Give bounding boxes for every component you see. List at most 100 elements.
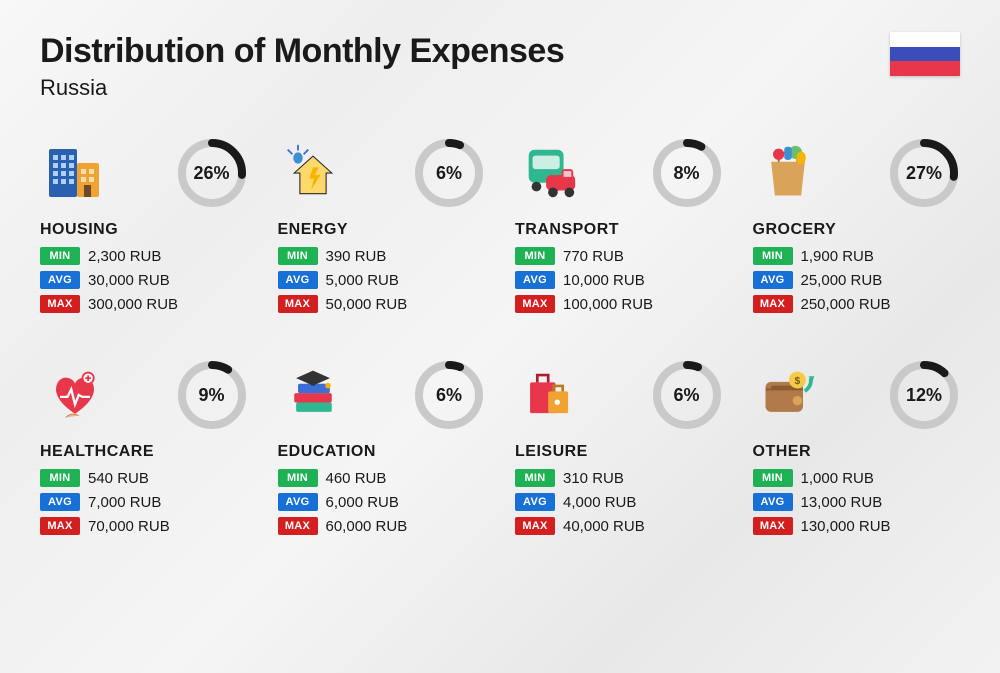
badge-min: MIN bbox=[278, 247, 318, 265]
val-min-grocery: 1,900 RUB bbox=[801, 248, 874, 265]
header-text: Distribution of Monthly Expenses Russia bbox=[40, 32, 564, 101]
card-grocery: 27% GROCERY MIN 1,900 RUB AVG 25,000 RUB… bbox=[753, 137, 961, 319]
card-other: $ 12% OTHER MIN 1,000 RUB AVG 13,000 RUB… bbox=[753, 359, 961, 541]
val-min-other: 1,000 RUB bbox=[801, 470, 874, 487]
donut-percent-education: 6% bbox=[413, 359, 485, 431]
stat-min-education: MIN 460 RUB bbox=[278, 469, 486, 487]
badge-avg: AVG bbox=[515, 493, 555, 511]
badge-max: MAX bbox=[515, 517, 555, 535]
donut-percent-grocery: 27% bbox=[888, 137, 960, 209]
card-leisure: 6% LEISURE MIN 310 RUB AVG 4,000 RUB MAX… bbox=[515, 359, 723, 541]
page-title: Distribution of Monthly Expenses bbox=[40, 32, 564, 71]
badge-max: MAX bbox=[278, 295, 318, 313]
badge-max: MAX bbox=[753, 295, 793, 313]
badge-max: MAX bbox=[753, 517, 793, 535]
flag-stripe-1 bbox=[890, 32, 960, 47]
donut-percent-housing: 26% bbox=[176, 137, 248, 209]
val-max-transport: 100,000 RUB bbox=[563, 296, 653, 313]
val-max-housing: 300,000 RUB bbox=[88, 296, 178, 313]
badge-avg: AVG bbox=[753, 271, 793, 289]
category-title-transport: TRANSPORT bbox=[515, 221, 723, 239]
val-avg-energy: 5,000 RUB bbox=[326, 272, 399, 289]
val-avg-education: 6,000 RUB bbox=[326, 494, 399, 511]
val-min-education: 460 RUB bbox=[326, 470, 387, 487]
val-max-healthcare: 70,000 RUB bbox=[88, 518, 170, 535]
donut-percent-other: 12% bbox=[888, 359, 960, 431]
stat-avg-other: AVG 13,000 RUB bbox=[753, 493, 961, 511]
stat-max-healthcare: MAX 70,000 RUB bbox=[40, 517, 248, 535]
donut-healthcare: 9% bbox=[176, 359, 248, 431]
category-title-healthcare: HEALTHCARE bbox=[40, 443, 248, 461]
leisure-icon bbox=[515, 360, 585, 430]
category-title-leisure: LEISURE bbox=[515, 443, 723, 461]
header: Distribution of Monthly Expenses Russia bbox=[40, 32, 960, 101]
val-min-energy: 390 RUB bbox=[326, 248, 387, 265]
stat-min-transport: MIN 770 RUB bbox=[515, 247, 723, 265]
category-title-other: OTHER bbox=[753, 443, 961, 461]
val-min-housing: 2,300 RUB bbox=[88, 248, 161, 265]
transport-icon bbox=[515, 138, 585, 208]
svg-text:$: $ bbox=[794, 376, 800, 387]
val-max-grocery: 250,000 RUB bbox=[801, 296, 891, 313]
stat-avg-grocery: AVG 25,000 RUB bbox=[753, 271, 961, 289]
donut-percent-leisure: 6% bbox=[651, 359, 723, 431]
stat-min-healthcare: MIN 540 RUB bbox=[40, 469, 248, 487]
badge-min: MIN bbox=[515, 469, 555, 487]
val-min-leisure: 310 RUB bbox=[563, 470, 624, 487]
badge-avg: AVG bbox=[515, 271, 555, 289]
badge-max: MAX bbox=[515, 295, 555, 313]
stat-max-housing: MAX 300,000 RUB bbox=[40, 295, 248, 313]
stat-avg-housing: AVG 30,000 RUB bbox=[40, 271, 248, 289]
val-avg-housing: 30,000 RUB bbox=[88, 272, 170, 289]
donut-percent-healthcare: 9% bbox=[176, 359, 248, 431]
flag-stripe-3 bbox=[890, 61, 960, 76]
val-max-energy: 50,000 RUB bbox=[326, 296, 408, 313]
stat-avg-education: AVG 6,000 RUB bbox=[278, 493, 486, 511]
stat-min-leisure: MIN 310 RUB bbox=[515, 469, 723, 487]
stat-min-housing: MIN 2,300 RUB bbox=[40, 247, 248, 265]
card-housing: 26% HOUSING MIN 2,300 RUB AVG 30,000 RUB… bbox=[40, 137, 248, 319]
badge-avg: AVG bbox=[40, 271, 80, 289]
badge-min: MIN bbox=[753, 247, 793, 265]
val-max-leisure: 40,000 RUB bbox=[563, 518, 645, 535]
donut-percent-energy: 6% bbox=[413, 137, 485, 209]
val-min-transport: 770 RUB bbox=[563, 248, 624, 265]
donut-grocery: 27% bbox=[888, 137, 960, 209]
badge-avg: AVG bbox=[278, 271, 318, 289]
card-education: 6% EDUCATION MIN 460 RUB AVG 6,000 RUB M… bbox=[278, 359, 486, 541]
badge-avg: AVG bbox=[753, 493, 793, 511]
donut-housing: 26% bbox=[176, 137, 248, 209]
other-icon: $ bbox=[753, 360, 823, 430]
flag-stripe-2 bbox=[890, 47, 960, 62]
healthcare-icon bbox=[40, 360, 110, 430]
stat-max-grocery: MAX 250,000 RUB bbox=[753, 295, 961, 313]
grocery-icon bbox=[753, 138, 823, 208]
category-title-energy: ENERGY bbox=[278, 221, 486, 239]
donut-other: 12% bbox=[888, 359, 960, 431]
stat-avg-healthcare: AVG 7,000 RUB bbox=[40, 493, 248, 511]
badge-max: MAX bbox=[40, 517, 80, 535]
stat-avg-transport: AVG 10,000 RUB bbox=[515, 271, 723, 289]
stat-max-transport: MAX 100,000 RUB bbox=[515, 295, 723, 313]
donut-education: 6% bbox=[413, 359, 485, 431]
donut-percent-transport: 8% bbox=[651, 137, 723, 209]
val-avg-leisure: 4,000 RUB bbox=[563, 494, 636, 511]
val-avg-grocery: 25,000 RUB bbox=[801, 272, 883, 289]
stat-max-other: MAX 130,000 RUB bbox=[753, 517, 961, 535]
stat-min-grocery: MIN 1,900 RUB bbox=[753, 247, 961, 265]
card-transport: 8% TRANSPORT MIN 770 RUB AVG 10,000 RUB … bbox=[515, 137, 723, 319]
val-avg-transport: 10,000 RUB bbox=[563, 272, 645, 289]
categories-grid: 26% HOUSING MIN 2,300 RUB AVG 30,000 RUB… bbox=[40, 137, 960, 541]
stat-max-energy: MAX 50,000 RUB bbox=[278, 295, 486, 313]
val-avg-other: 13,000 RUB bbox=[801, 494, 883, 511]
badge-min: MIN bbox=[515, 247, 555, 265]
category-title-housing: HOUSING bbox=[40, 221, 248, 239]
stat-max-leisure: MAX 40,000 RUB bbox=[515, 517, 723, 535]
badge-min: MIN bbox=[40, 469, 80, 487]
category-title-education: EDUCATION bbox=[278, 443, 486, 461]
badge-max: MAX bbox=[278, 517, 318, 535]
badge-min: MIN bbox=[753, 469, 793, 487]
stat-min-energy: MIN 390 RUB bbox=[278, 247, 486, 265]
val-avg-healthcare: 7,000 RUB bbox=[88, 494, 161, 511]
badge-avg: AVG bbox=[278, 493, 318, 511]
